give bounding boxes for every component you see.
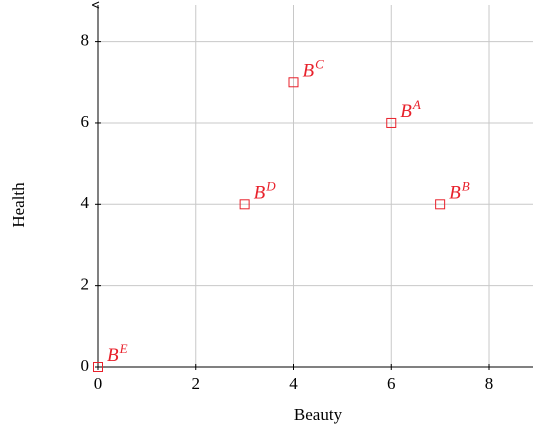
x-tick-label: 8 bbox=[485, 374, 494, 393]
point bbox=[93, 362, 103, 372]
y-tick-label: 4 bbox=[81, 193, 90, 212]
point-label: BB bbox=[449, 178, 470, 203]
label-base: B bbox=[303, 61, 315, 82]
point bbox=[435, 199, 446, 210]
point-label: BA bbox=[400, 97, 421, 122]
x-tick-label: 6 bbox=[387, 374, 396, 393]
label-sup: B bbox=[462, 178, 470, 193]
point bbox=[386, 117, 397, 128]
label-sup: A bbox=[412, 97, 421, 112]
label-base: B bbox=[400, 101, 412, 122]
point-label: BE bbox=[107, 341, 128, 366]
label-base: B bbox=[107, 345, 119, 366]
point-label: BC bbox=[303, 56, 325, 81]
y-tick-label: 2 bbox=[81, 275, 90, 294]
x-tick-label: 4 bbox=[289, 374, 298, 393]
label-base: B bbox=[254, 183, 266, 204]
x-tick-label: 2 bbox=[192, 374, 201, 393]
y-tick-label: 0 bbox=[81, 356, 90, 375]
label-base: B bbox=[449, 183, 461, 204]
label-sup: E bbox=[119, 341, 128, 356]
y-axis-label: Health bbox=[9, 182, 28, 228]
y-tick-label: 6 bbox=[81, 112, 90, 131]
x-tick-label: 0 bbox=[94, 374, 103, 393]
point-label: BD bbox=[254, 178, 277, 203]
y-tick-label: 8 bbox=[81, 31, 90, 50]
label-sup: C bbox=[315, 56, 324, 71]
x-axis-label: Beauty bbox=[294, 405, 343, 424]
point bbox=[239, 199, 250, 210]
label-sup: D bbox=[265, 178, 276, 193]
point bbox=[288, 77, 299, 88]
